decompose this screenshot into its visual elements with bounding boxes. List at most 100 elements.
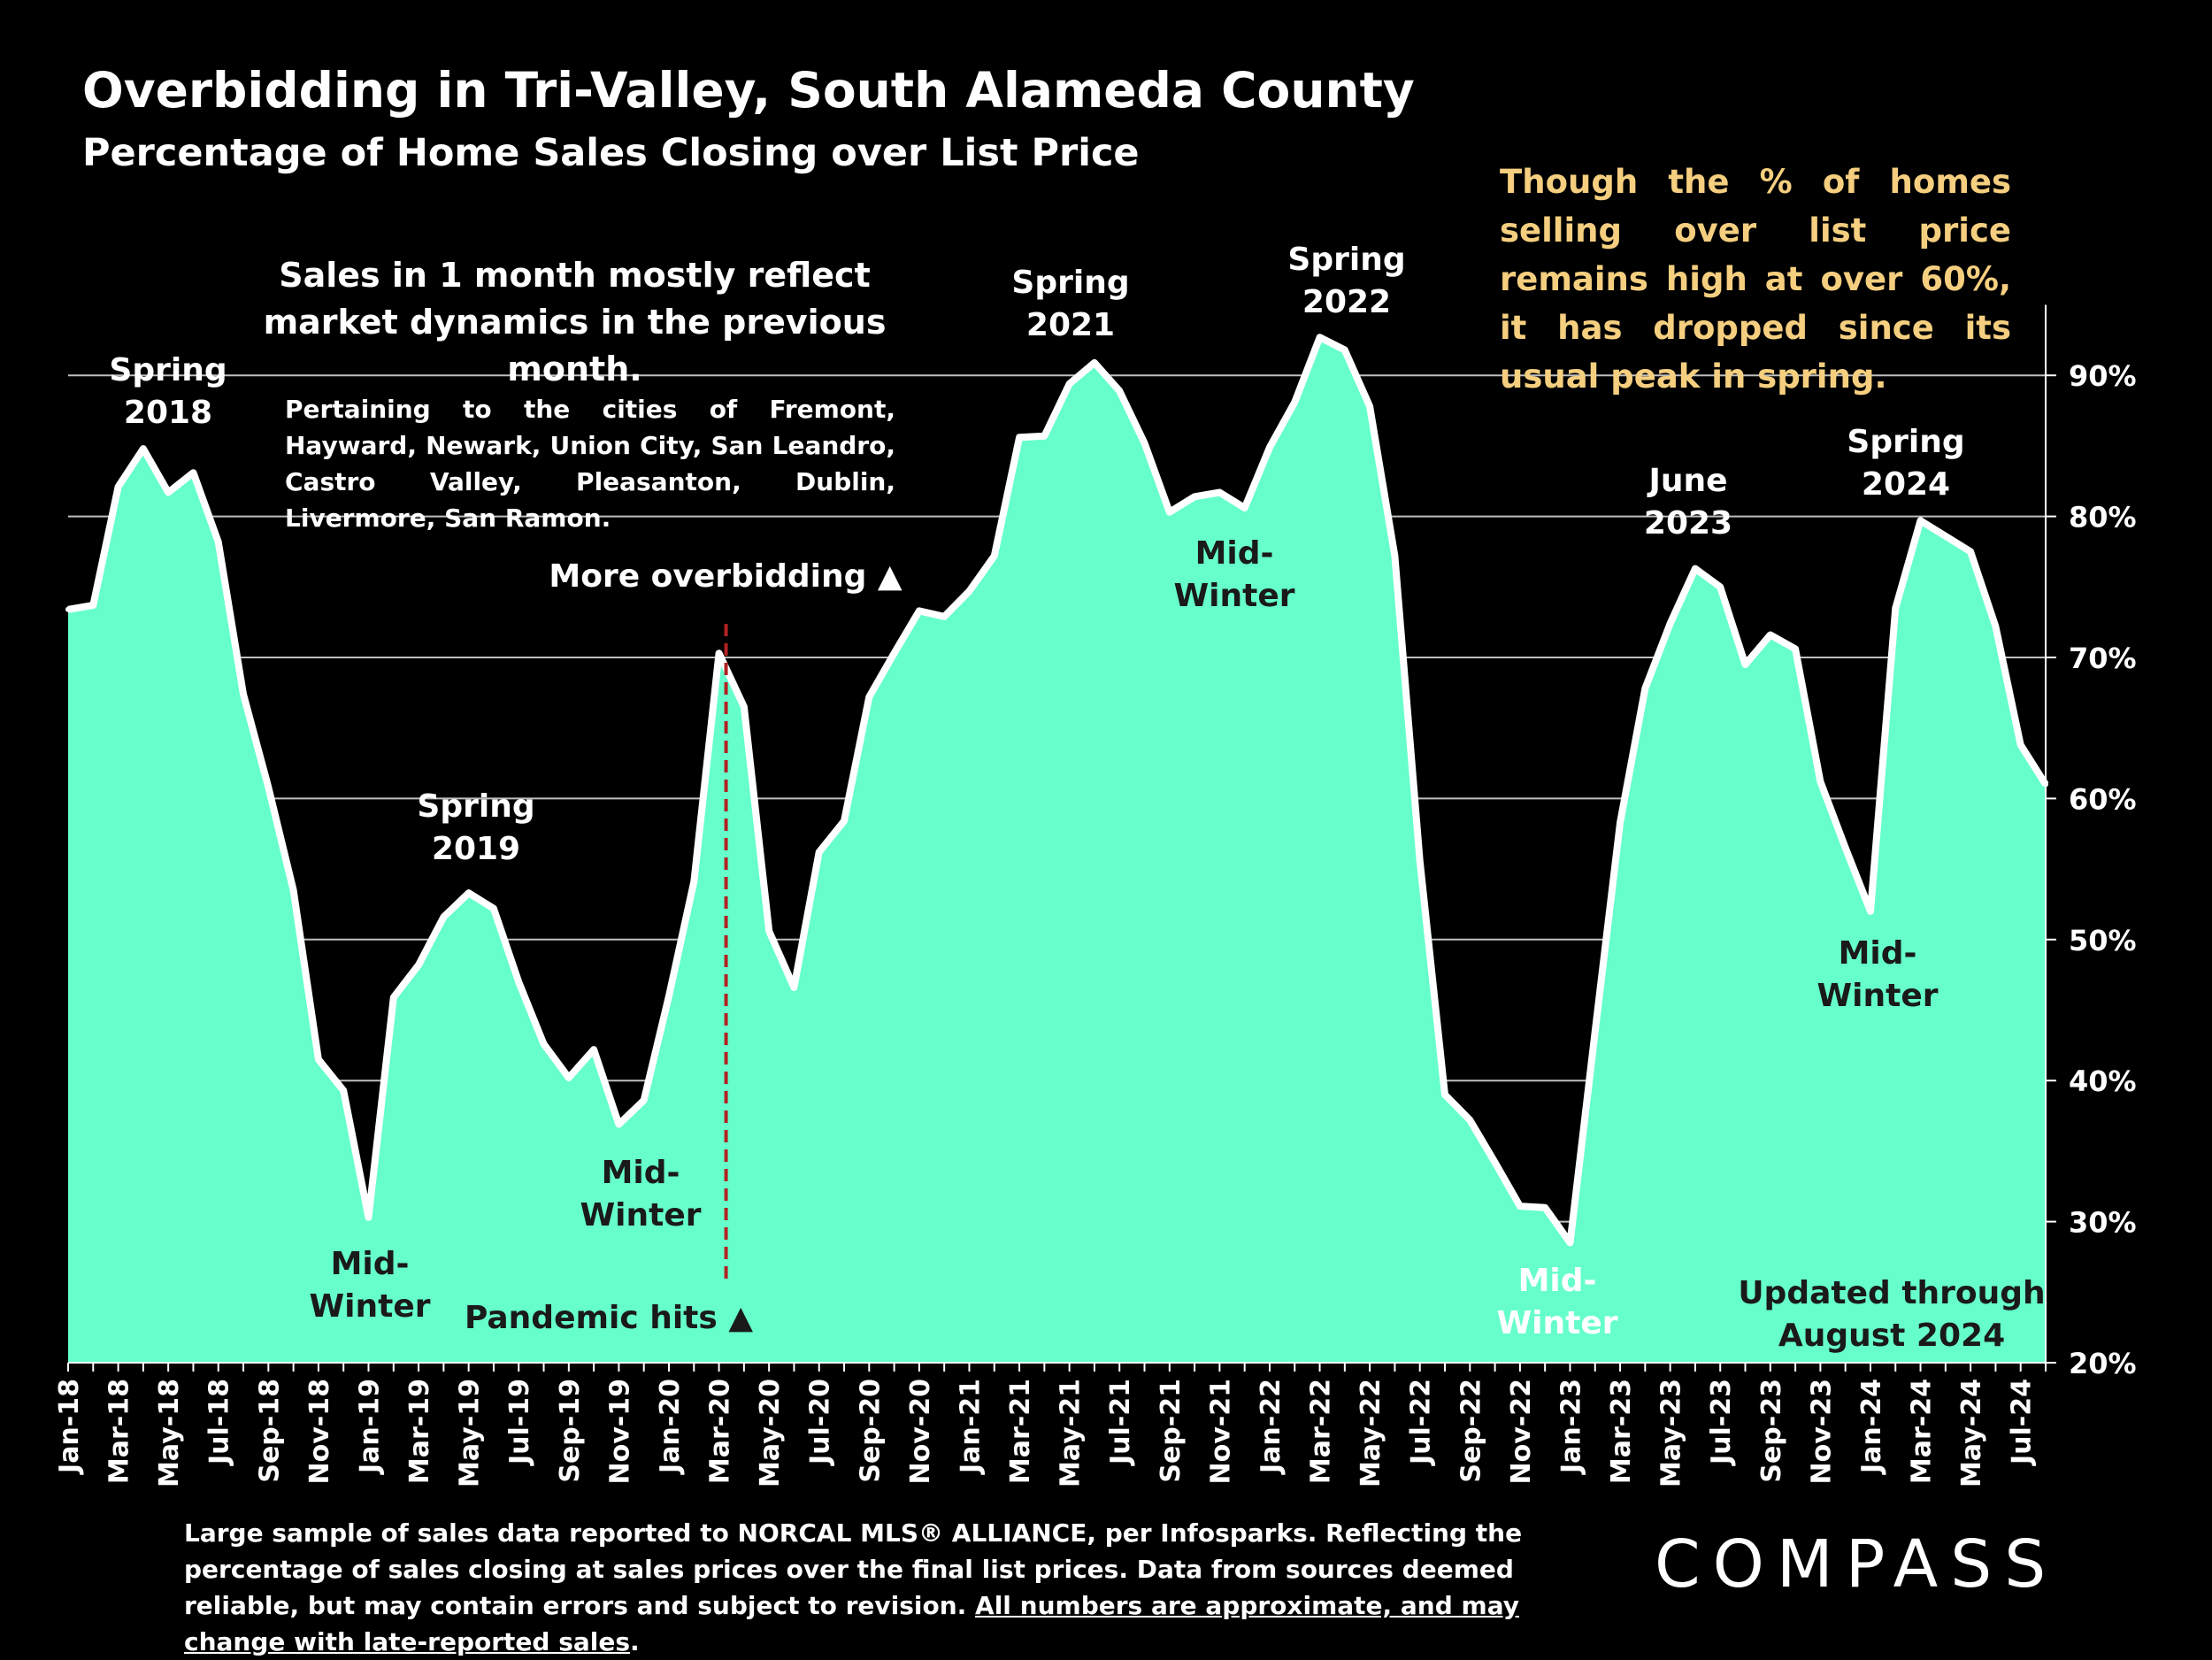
x-tick-label-May-23: May-23: [1656, 1379, 1687, 1487]
data-point-Nov-22: Nov-22: 31.1%: [1517, 1203, 1523, 1210]
y-tick-label-90: 90%: [2069, 359, 2137, 393]
compass-logo: COMPASS: [1655, 1526, 2059, 1602]
data-point-Sep-20: Sep-20: 67.2%: [866, 694, 872, 700]
annotation-spring-2022: Spring 2022: [1287, 242, 1406, 320]
data-point-May-21: May-21: 89.4%: [1066, 380, 1072, 387]
data-point-Apr-20: Apr-20: 66.5%: [741, 703, 747, 710]
x-tick-label-Nov-19: Nov-19: [604, 1379, 635, 1484]
source-footnote: Large sample of sales data reported to N…: [184, 1518, 1523, 1656]
y-tick-label-60: 60%: [2069, 782, 2137, 816]
x-tick-label-Sep-23: Sep-23: [1756, 1379, 1787, 1483]
x-tick-label-Jan-21: Jan-21: [955, 1379, 986, 1475]
data-point-Mar-19: Mar-19: 48.2%: [416, 962, 422, 968]
x-tick-label-Jan-19: Jan-19: [354, 1379, 385, 1475]
x-tick-label-Jul-21: Jul-21: [1105, 1379, 1136, 1466]
y-axis: 20% 30% 40% 50% 60% 70% 80% 90%: [2045, 304, 2137, 1380]
data-point-Aug-20: Aug-20: 58.4%: [841, 818, 848, 824]
data-point-Oct-18: Oct-18: 53.5%: [290, 888, 296, 894]
data-point-Jan-23: Jan-23: 28.5%: [1567, 1240, 1573, 1246]
x-tick-label-Jul-22: Jul-22: [1406, 1379, 1437, 1466]
data-point-Dec-20: Dec-20: 72.9%: [941, 613, 948, 619]
data-point-Feb-22: Feb-22: 88.1%: [1292, 399, 1298, 405]
y-tick-label-40: 40%: [2069, 1064, 2137, 1098]
x-axis: Jan-18 Mar-18 May-18 Jul-18 Sep-18 Nov-18 Jan-…: [54, 1362, 2047, 1487]
x-tick-label-Nov-22: Nov-22: [1506, 1379, 1537, 1484]
x-tick-label-Jan-23: Jan-23: [1555, 1379, 1586, 1475]
y-tick-label-80: 80%: [2069, 501, 2137, 534]
x-tick-label-May-18: May-18: [154, 1379, 185, 1487]
data-point-Apr-21: Apr-21: 85.7%: [1041, 433, 1048, 439]
data-point-Dec-21: Dec-21: 80.6%: [1241, 505, 1248, 511]
data-point-Jan-18: Jan-18: 73.4%: [65, 606, 71, 612]
x-tick-label-Jul-19: Jul-19: [504, 1379, 535, 1466]
x-tick-label-Mar-23: Mar-23: [1606, 1379, 1637, 1484]
data-point-Aug-18: Aug-18: 67.4%: [241, 691, 247, 697]
data-point-Apr-23: Apr-23: 67.8%: [1642, 686, 1648, 692]
y-tick-label-30: 30%: [2069, 1206, 2137, 1240]
x-tick-label-Jan-18: Jan-18: [54, 1379, 85, 1475]
data-point-Jan-19: Jan-19: 30.3%: [365, 1214, 372, 1220]
x-tick-label-Sep-20: Sep-20: [855, 1379, 886, 1483]
x-tick-label-Jan-22: Jan-22: [1256, 1379, 1286, 1475]
y-tick-label-50: 50%: [2069, 924, 2137, 957]
data-point-Mar-20: Mar-20: 70.3%: [716, 650, 722, 657]
highlight-note: Though the % of homes selling over list …: [1500, 163, 2011, 396]
data-point-Dec-18: Dec-18: 39.3%: [341, 1087, 347, 1094]
annotation-spring-2019: Spring 2019: [417, 788, 535, 867]
x-tick-label-Sep-19: Sep-19: [555, 1379, 586, 1483]
data-point-Sep-18: Sep-18: 60.8%: [265, 784, 272, 790]
overbidding-line-series: [67, 334, 2049, 1247]
overbidding-area-series: [68, 337, 2046, 1364]
data-point-May-18: May-18: 81.7%: [165, 489, 172, 496]
data-point-Jan-21: Jan-21: 74.7%: [966, 588, 972, 595]
x-tick-label-May-21: May-21: [1056, 1379, 1087, 1487]
data-point-Oct-23: Oct-23: 70.6%: [1793, 646, 1799, 652]
data-point-Nov-20: Nov-20: 73.3%: [916, 608, 922, 614]
sales-lag-note: Sales in 1 month mostly reflect market d…: [263, 256, 887, 388]
data-point-Feb-24: Feb-24: 73.5%: [1893, 605, 1899, 611]
data-point-Nov-21: Nov-21: 81.7%: [1217, 489, 1223, 496]
x-tick-label-Jul-23: Jul-23: [1706, 1379, 1737, 1466]
data-point-May-22: May-22: 87.8%: [1367, 403, 1373, 410]
x-tick-label-Sep-22: Sep-22: [1455, 1379, 1486, 1483]
x-tick-label-May-19: May-19: [455, 1379, 486, 1487]
data-point-May-20: May-20: 50.6%: [766, 928, 772, 934]
data-point-Aug-21: Aug-21: 85.2%: [1141, 440, 1148, 446]
annotation-midwinter-2019: Mid- Winter: [309, 1246, 431, 1325]
data-point-Aug-22: Aug-22: 39%: [1442, 1092, 1448, 1098]
data-point-Oct-19: Oct-19: 42.2%: [591, 1047, 597, 1053]
data-point-Jan-24: Jan-24: 52%: [1867, 908, 1873, 914]
x-tick-label-Jul-20: Jul-20: [805, 1379, 836, 1466]
pandemic-hits-label: Pandemic hits ▲: [464, 1300, 754, 1336]
cities-note: Pertaining to the cities of Fremont, Hay…: [285, 395, 895, 533]
data-point-May-23: May-23: 72.4%: [1667, 620, 1673, 626]
y-tick-label-20: 20%: [2069, 1347, 2137, 1380]
data-point-Apr-19: Apr-19: 51.6%: [441, 914, 447, 920]
data-point-Feb-20: Feb-20: 54.1%: [691, 879, 697, 885]
data-point-Oct-21: Oct-21: 81.4%: [1192, 494, 1198, 500]
data-point-Mar-18: Mar-18: 82.1%: [115, 484, 121, 490]
approximate-disclaimer: All numbers are approximate, and may cha…: [184, 1591, 1519, 1656]
x-tick-label-May-20: May-20: [755, 1379, 786, 1487]
data-point-Dec-19: Dec-19: 38.6%: [641, 1097, 647, 1103]
x-tick-label-Nov-21: Nov-21: [1205, 1379, 1236, 1484]
data-point-Jun-24: Jun-24: 72.2%: [1993, 623, 1999, 629]
annotation-midwinter-2022: Mid- Winter: [1173, 535, 1295, 614]
annotation-spring-2024: Spring 2024: [1847, 424, 1965, 503]
data-point-Jun-21: Jun-21: 90.9%: [1091, 359, 1097, 365]
data-point-Sep-23: Sep-23: 71.6%: [1767, 632, 1773, 638]
data-point-Feb-19: Feb-19: 45.9%: [390, 995, 396, 1001]
x-tick-label-Nov-20: Nov-20: [905, 1379, 936, 1484]
data-point-Mar-22: Mar-22: 92.7%: [1317, 334, 1323, 341]
data-point-Dec-22: Dec-22: 31%: [1542, 1204, 1548, 1210]
annotation-midwinter-2020: Mid- Winter: [580, 1155, 702, 1233]
data-point-Jun-22: Jun-22: 77.2%: [1392, 553, 1398, 559]
data-point-Sep-19: Sep-19: 40.2%: [565, 1075, 572, 1081]
data-points: Jan-18: 73.4% Feb-18: 73.7% Mar-18: 82.1% A…: [65, 334, 2048, 1246]
more-overbidding-label: More overbidding ▲: [549, 558, 902, 595]
data-point-May-19: May-19: 53.3%: [465, 890, 472, 896]
data-point-Nov-23: Nov-23: 61.2%: [1817, 779, 1824, 785]
annotation-june-2023: June 2023: [1643, 463, 1733, 542]
data-point-Apr-22: Apr-22: 91.8%: [1341, 347, 1348, 353]
